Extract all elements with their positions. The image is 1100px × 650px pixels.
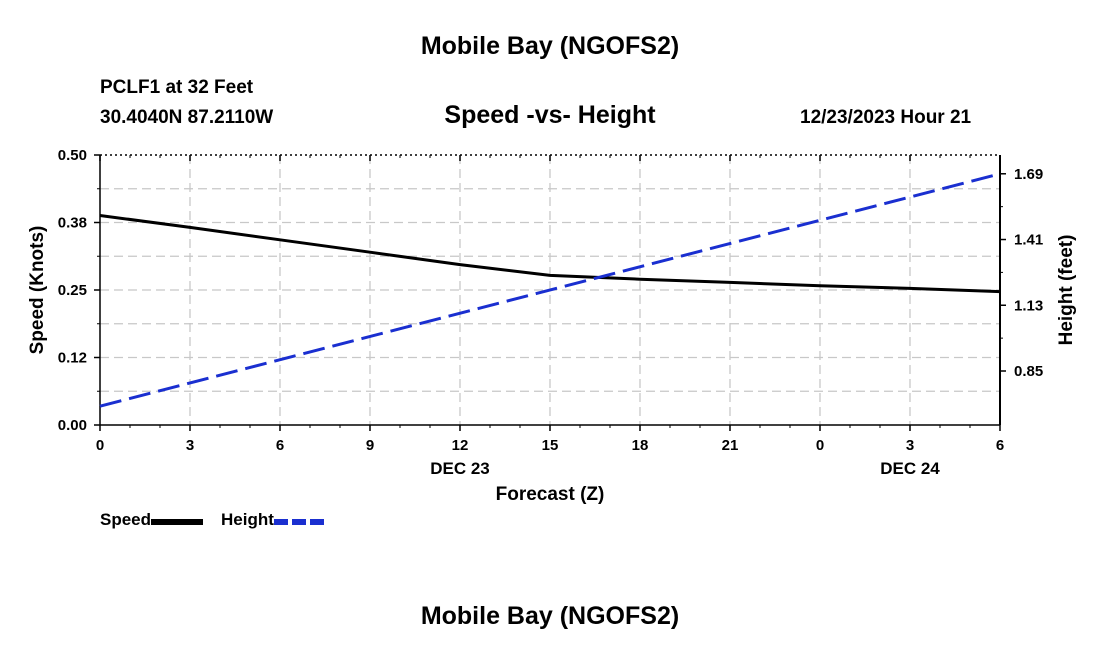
y-tick-label: 0.00: [58, 417, 87, 434]
x-tick-label: 3: [186, 437, 194, 454]
x-tick-label: 15: [542, 437, 559, 454]
series-height-line: [99, 172, 1001, 408]
series-speed-line: [99, 214, 1001, 294]
x-tick-label: 12: [452, 437, 469, 454]
y-tick-label: 0.50: [58, 147, 87, 164]
legend-speed-label: Speed: [100, 510, 152, 529]
x-tick-label: 6: [276, 437, 284, 454]
x-tick-label: 9: [366, 437, 374, 454]
y-tick-label: 0.12: [58, 350, 87, 367]
x-tick-label: 0: [96, 437, 104, 454]
x-tick-label: 21: [722, 437, 739, 454]
x-tick-label: 3: [906, 437, 914, 454]
station-coordinates: 30.4040N 87.2110W: [100, 107, 274, 128]
main-title: Mobile Bay (NGOFS2): [420, 32, 680, 60]
y2-tick-label: 1.69: [1014, 166, 1043, 183]
forecast-datetime: 12/23/2023 Hour 21: [800, 107, 972, 128]
series-layer: [99, 172, 1001, 408]
x-date-label: DEC 24: [880, 459, 940, 478]
x-tick-label: 0: [816, 437, 824, 454]
station-label: PCLF1 at 32 Feet: [100, 77, 254, 98]
legend-height-swatch: [273, 519, 326, 525]
chart-subtitle: Speed -vs- Height: [444, 101, 656, 129]
x-date-label: DEC 23: [430, 459, 490, 478]
legend: Speed Height: [100, 510, 344, 530]
y2-tick-label: 0.85: [1014, 363, 1043, 380]
y2-tick-label: 1.13: [1014, 297, 1043, 314]
x-tick-label: 6: [996, 437, 1004, 454]
ticks: 0 3 6 9 12 15 18 21 0 3 6 DEC 23 DEC 24 0.00 0.12 0.25 0…: [58, 147, 1043, 478]
x-tick-label: 18: [632, 437, 649, 454]
legend-height-label: Height: [221, 510, 274, 529]
y-axis-label: Speed (Knots): [27, 226, 48, 355]
y-tick-label: 0.25: [58, 282, 87, 299]
footer-title: Mobile Bay (NGOFS2): [420, 602, 680, 630]
y2-tick-label: 1.41: [1014, 232, 1043, 249]
grid-lines: [100, 155, 1000, 425]
y-tick-label: 0.38: [58, 215, 87, 232]
legend-speed-swatch: [151, 519, 204, 525]
x-axis-label: Forecast (Z): [496, 484, 605, 505]
y2-axis-label: Height (feet): [1056, 235, 1077, 346]
